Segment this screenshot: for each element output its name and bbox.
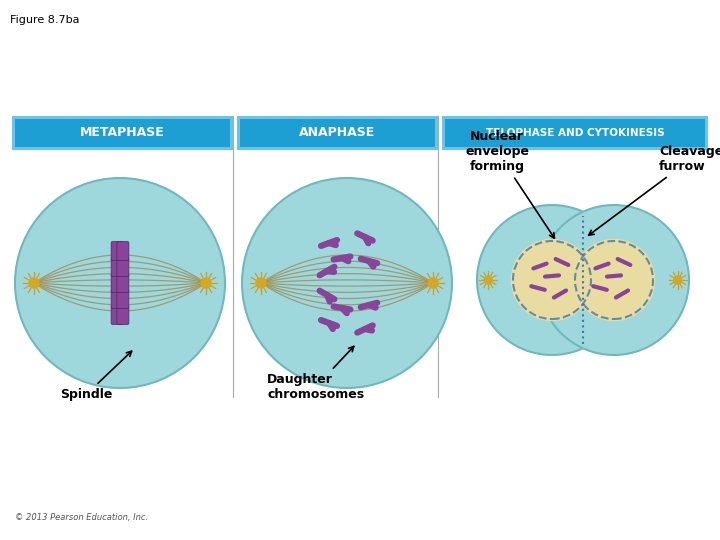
FancyBboxPatch shape	[117, 258, 129, 276]
FancyBboxPatch shape	[111, 273, 123, 293]
FancyBboxPatch shape	[117, 289, 129, 308]
Text: © 2013 Pearson Education, Inc.: © 2013 Pearson Education, Inc.	[15, 513, 148, 522]
Circle shape	[572, 239, 655, 321]
FancyBboxPatch shape	[111, 241, 123, 260]
FancyBboxPatch shape	[111, 289, 123, 308]
Circle shape	[510, 239, 593, 321]
Circle shape	[256, 278, 266, 288]
FancyBboxPatch shape	[117, 273, 129, 293]
Text: Spindle: Spindle	[60, 351, 132, 401]
Text: ANAPHASE: ANAPHASE	[300, 126, 376, 139]
Text: METAPHASE: METAPHASE	[80, 126, 165, 139]
Text: Figure 8.7ba: Figure 8.7ba	[10, 15, 79, 25]
Text: Daughter
chromosomes: Daughter chromosomes	[267, 346, 364, 401]
Text: Cleavage
furrow: Cleavage furrow	[589, 145, 720, 235]
Text: Nuclear
envelope
forming: Nuclear envelope forming	[465, 130, 554, 238]
Circle shape	[428, 278, 438, 288]
Circle shape	[201, 278, 211, 288]
Circle shape	[485, 276, 492, 284]
Bar	[15, 119, 230, 147]
Circle shape	[674, 276, 682, 284]
FancyBboxPatch shape	[111, 306, 123, 325]
Circle shape	[29, 278, 39, 288]
Bar	[445, 119, 705, 147]
Bar	[442, 116, 708, 150]
Circle shape	[242, 178, 452, 388]
Circle shape	[477, 205, 627, 355]
Circle shape	[15, 178, 225, 388]
FancyBboxPatch shape	[117, 241, 129, 260]
Text: TELOPHASE AND CYTOKINESIS: TELOPHASE AND CYTOKINESIS	[486, 128, 665, 138]
FancyBboxPatch shape	[111, 258, 123, 276]
Circle shape	[539, 205, 689, 355]
FancyBboxPatch shape	[117, 306, 129, 325]
Bar	[240, 119, 435, 147]
Bar	[237, 116, 438, 150]
Bar	[12, 116, 233, 150]
